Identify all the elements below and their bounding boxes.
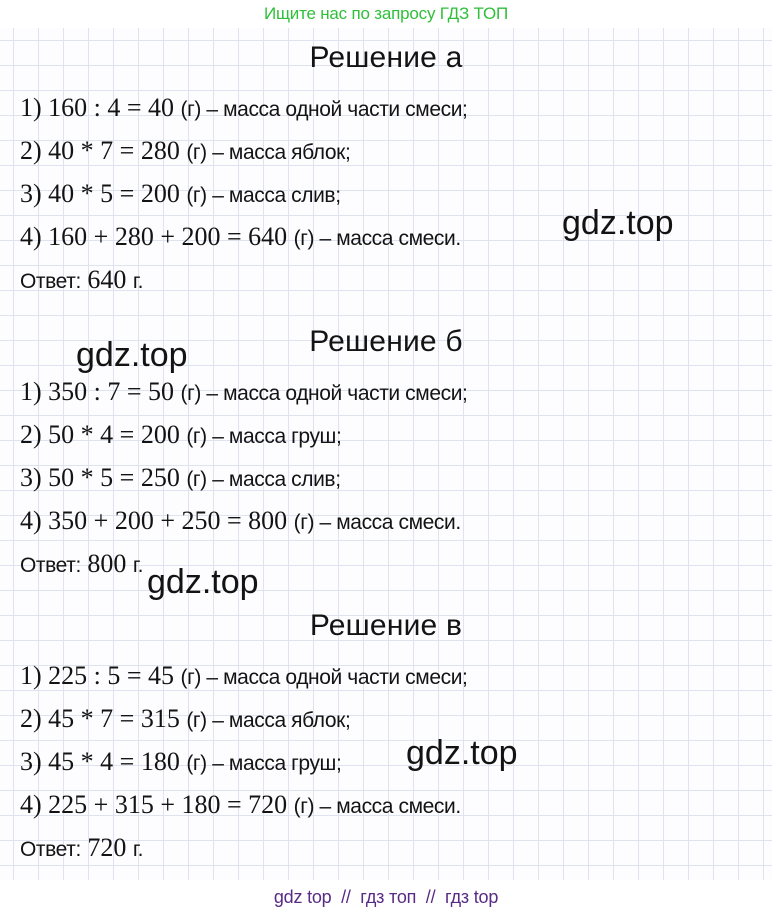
step-equation: 4) 160 + 280 + 200 = 640: [20, 222, 288, 251]
step-equation: 1) 160 : 4 = 40: [20, 93, 175, 122]
answer-unit: г.: [132, 270, 144, 293]
step-equation: 4) 350 + 200 + 250 = 800: [20, 506, 288, 535]
answer-unit: г.: [132, 838, 144, 861]
step-description: (г) – масса одной части смеси;: [180, 382, 468, 405]
solution-step: 2) 45 * 7 = 315 (г) – масса яблок;: [0, 706, 772, 732]
answer-line: Ответ: 800 г.: [0, 551, 772, 577]
promo-footer: gdz top // гдз топ // гдз top: [0, 880, 772, 914]
step-description: (г) – масса груш;: [186, 425, 342, 448]
answer-unit: г.: [132, 554, 144, 577]
step-description: (г) – масса слив;: [186, 184, 341, 207]
step-equation: 3) 40 * 5 = 200: [20, 179, 180, 208]
solution-step: 4) 160 + 280 + 200 = 640 (г) – масса сме…: [0, 224, 772, 250]
step-equation: 3) 45 * 4 = 180: [20, 747, 180, 776]
section-title: Решение б: [309, 325, 463, 358]
answer-line: Ответ: 640 г.: [0, 267, 772, 293]
section-title: Решение в: [309, 609, 463, 642]
promo-footer-text: gdz top // гдз топ // гдз top: [273, 887, 499, 907]
solution-step: 3) 40 * 5 = 200 (г) – масса слив;: [0, 181, 772, 207]
answer-value: 640: [87, 265, 127, 294]
solution-step: 1) 350 : 7 = 50 (г) – масса одной части …: [0, 379, 772, 405]
solution-step: 3) 45 * 4 = 180 (г) – масса груш;: [0, 749, 772, 775]
solutions-content: Решение а 1) 160 : 4 = 40 (г) – масса од…: [0, 30, 772, 861]
solution-step: 4) 225 + 315 + 180 = 720 (г) – масса сме…: [0, 792, 772, 818]
step-description: (г) – масса слив;: [186, 468, 341, 491]
answer-label: Ответ:: [20, 554, 81, 577]
step-equation: 1) 225 : 5 = 45: [20, 661, 175, 690]
promo-header: Ищите нас по запросу ГДЗ ТОП: [0, 0, 772, 28]
watermark-gdz-top: gdz.top: [406, 734, 518, 772]
watermark-gdz-top: gdz.top: [562, 204, 674, 242]
answer-line: Ответ: 720 г.: [0, 835, 772, 861]
answer-label: Ответ:: [20, 270, 81, 293]
step-equation: 2) 50 * 4 = 200: [20, 420, 180, 449]
solution-section-a: Решение а 1) 160 : 4 = 40 (г) – масса од…: [0, 40, 772, 293]
step-description: (г) – масса смеси.: [293, 795, 462, 818]
solution-step: 1) 160 : 4 = 40 (г) – масса одной части …: [0, 95, 772, 121]
step-description: (г) – масса яблок;: [186, 141, 351, 164]
step-description: (г) – масса смеси.: [293, 511, 462, 534]
step-description: (г) – масса одной части смеси;: [180, 666, 468, 689]
step-equation: 4) 225 + 315 + 180 = 720: [20, 790, 288, 819]
solution-step: 2) 40 * 7 = 280 (г) – масса яблок;: [0, 138, 772, 164]
promo-header-text: Ищите нас по запросу ГДЗ ТОП: [263, 4, 509, 23]
solution-step: 3) 50 * 5 = 250 (г) – масса слив;: [0, 465, 772, 491]
answer-label: Ответ:: [20, 838, 81, 861]
solution-step: 2) 50 * 4 = 200 (г) – масса груш;: [0, 422, 772, 448]
step-description: (г) – масса яблок;: [186, 709, 351, 732]
solution-section-v: Решение в 1) 225 : 5 = 45 (г) – масса од…: [0, 608, 772, 861]
step-description: (г) – масса груш;: [186, 752, 342, 775]
step-equation: 2) 45 * 7 = 315: [20, 704, 180, 733]
solution-step: 1) 225 : 5 = 45 (г) – масса одной части …: [0, 663, 772, 689]
step-equation: 1) 350 : 7 = 50: [20, 377, 175, 406]
answer-value: 720: [87, 833, 127, 862]
step-description: (г) – масса смеси.: [293, 227, 462, 250]
step-description: (г) – масса одной части смеси;: [180, 98, 468, 121]
solution-step: 4) 350 + 200 + 250 = 800 (г) – масса сме…: [0, 508, 772, 534]
answer-value: 800: [87, 549, 127, 578]
watermark-gdz-top: gdz.top: [147, 563, 259, 601]
step-equation: 3) 50 * 5 = 250: [20, 463, 180, 492]
watermark-gdz-top: gdz.top: [76, 336, 188, 374]
step-equation: 2) 40 * 7 = 280: [20, 136, 180, 165]
section-title: Решение а: [309, 41, 463, 74]
solution-section-b: Решение б 1) 350 : 7 = 50 (г) – масса од…: [0, 324, 772, 577]
